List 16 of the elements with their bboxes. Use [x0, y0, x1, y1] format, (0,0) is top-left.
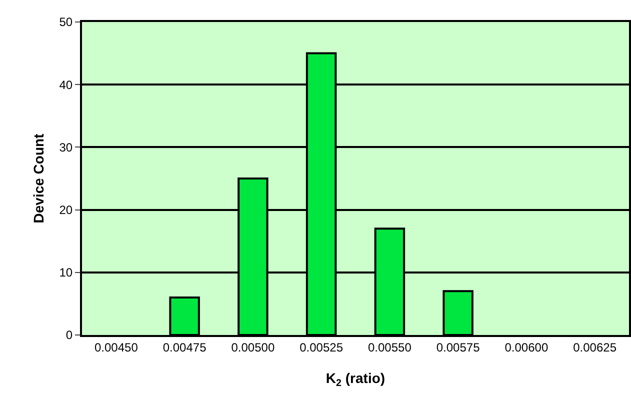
x-tick-label: 0.00525 [300, 340, 344, 354]
x-tick-label: 0.00475 [162, 340, 207, 354]
y-tick-label: 20 [59, 203, 73, 217]
y-tick-label: 0 [66, 328, 73, 342]
x-axis-title: K$_{2}$ (ratio) [326, 370, 386, 390]
y-tick-label: 40 [59, 78, 73, 92]
x-tick-label: 0.00450 [94, 340, 138, 354]
x-tick-label: 0.00625 [573, 340, 617, 354]
x-tick-label: 0.00500 [231, 340, 275, 354]
y-tick-label: 30 [59, 140, 73, 154]
y-tick-label: 10 [59, 266, 73, 280]
y-tick-label: 50 [59, 15, 73, 30]
x-tick-label: 0.00550 [368, 340, 412, 354]
x-tick-label: 0.00575 [436, 340, 480, 354]
x-tick-label: 0.00600 [504, 340, 548, 354]
y-axis-title: Device Count [30, 133, 46, 224]
